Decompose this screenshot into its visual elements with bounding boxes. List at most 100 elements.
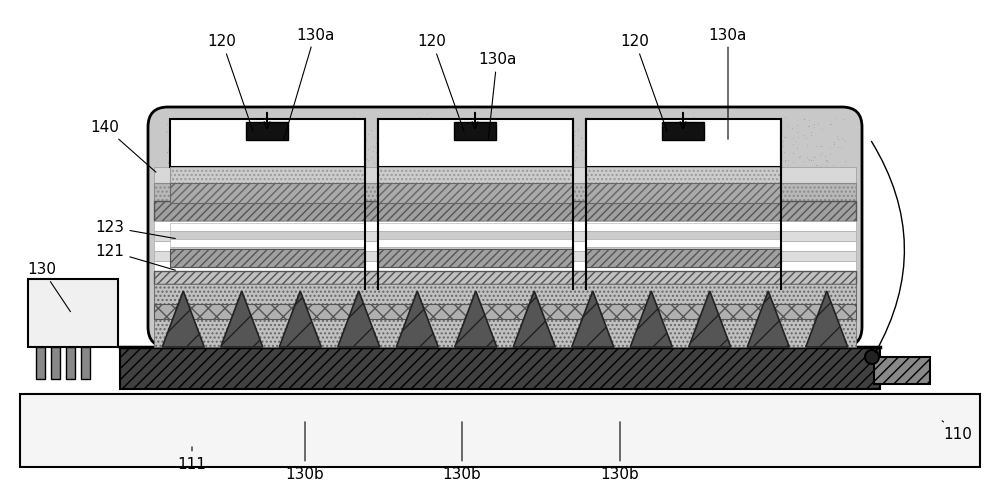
Point	[538, 187, 554, 195]
Point	[466, 168, 482, 176]
Point	[507, 164, 523, 172]
Point	[655, 149, 671, 157]
Point	[538, 185, 554, 193]
Point	[305, 247, 321, 255]
Point	[345, 168, 361, 176]
Point	[620, 243, 636, 251]
Point	[415, 269, 431, 277]
Point	[631, 195, 647, 203]
Point	[605, 278, 621, 286]
Point	[263, 306, 279, 314]
Point	[306, 263, 322, 271]
Point	[268, 150, 284, 158]
Point	[455, 163, 471, 171]
Point	[212, 282, 228, 290]
Point	[476, 241, 492, 249]
Point	[217, 212, 233, 220]
Point	[198, 321, 214, 329]
Point	[793, 212, 809, 220]
Point	[754, 273, 770, 281]
Point	[561, 140, 577, 148]
Point	[662, 268, 678, 276]
Point	[357, 272, 373, 280]
Point	[421, 231, 437, 239]
Point	[446, 142, 462, 150]
Point	[356, 154, 372, 162]
Point	[320, 259, 336, 267]
Point	[785, 141, 801, 149]
Point	[228, 203, 244, 211]
Point	[465, 200, 481, 208]
Point	[180, 311, 196, 319]
Point	[701, 139, 717, 147]
Point	[737, 261, 753, 269]
Point	[435, 305, 451, 313]
Point	[275, 133, 291, 141]
Point	[247, 148, 263, 156]
Point	[728, 326, 744, 334]
Point	[220, 290, 236, 298]
Point	[288, 132, 304, 140]
Point	[286, 206, 302, 214]
Point	[511, 227, 527, 235]
Point	[352, 161, 368, 169]
Point	[256, 197, 272, 205]
Point	[313, 239, 329, 247]
Point	[752, 165, 768, 173]
Point	[264, 309, 280, 317]
Point	[746, 180, 762, 188]
Point	[692, 305, 708, 313]
Point	[212, 152, 228, 160]
Point	[194, 319, 210, 327]
Bar	[81, 347, 90, 379]
Point	[215, 185, 231, 193]
Point	[501, 133, 517, 141]
Point	[503, 272, 519, 280]
Point	[434, 301, 450, 309]
Point	[614, 183, 630, 191]
Point	[190, 216, 206, 224]
Point	[503, 258, 519, 266]
Point	[159, 129, 175, 137]
Point	[323, 128, 339, 136]
Point	[810, 305, 826, 313]
Point	[519, 310, 535, 318]
Point	[494, 165, 510, 173]
Point	[195, 235, 211, 243]
Point	[748, 296, 764, 304]
Point	[311, 230, 327, 238]
Point	[587, 171, 603, 179]
Point	[344, 128, 360, 136]
Point	[338, 178, 354, 186]
Point	[514, 131, 530, 139]
Point	[764, 221, 780, 229]
Point	[714, 249, 730, 257]
Point	[442, 297, 458, 305]
Point	[162, 222, 178, 230]
Point	[676, 128, 692, 136]
Point	[229, 188, 245, 196]
Point	[282, 145, 298, 153]
Point	[179, 301, 195, 309]
Point	[573, 293, 589, 301]
Point	[831, 230, 847, 238]
Point	[256, 239, 272, 247]
Point	[534, 293, 550, 301]
Point	[468, 235, 484, 243]
Point	[294, 214, 310, 222]
Point	[624, 146, 640, 154]
Point	[266, 127, 282, 135]
Point	[287, 277, 303, 285]
Point	[750, 305, 766, 313]
Point	[506, 265, 522, 273]
Point	[591, 216, 607, 224]
Point	[376, 206, 392, 214]
Point	[524, 295, 540, 303]
Point	[565, 192, 581, 200]
Point	[215, 141, 231, 149]
Point	[262, 245, 278, 254]
Point	[346, 114, 362, 122]
Point	[688, 244, 704, 253]
Point	[743, 196, 759, 204]
Point	[231, 290, 247, 298]
